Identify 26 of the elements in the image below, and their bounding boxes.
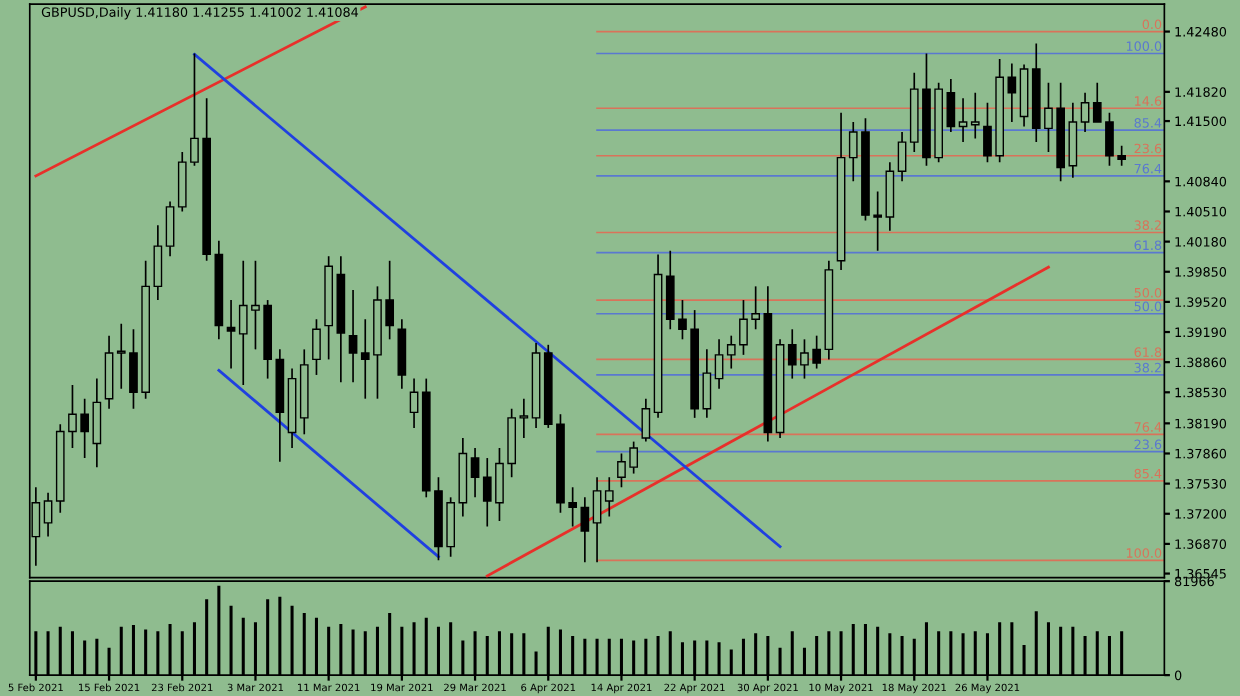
candlestick: [92, 377, 102, 469]
candlestick: [592, 476, 602, 563]
candlestick: [226, 299, 236, 370]
candlestick: [714, 338, 724, 390]
candlestick: [946, 78, 956, 133]
candlestick: [519, 397, 529, 439]
candlestick: [580, 496, 590, 563]
candlestick: [409, 377, 419, 429]
candlestick: [897, 131, 907, 183]
candlestick: [348, 289, 358, 384]
candlestick: [702, 348, 712, 419]
candlestick: [604, 476, 614, 518]
candlestick: [885, 161, 895, 232]
candlestick: [1080, 91, 1090, 133]
candlestick: [1068, 101, 1078, 179]
candlestick: [958, 97, 968, 143]
candlestick: [104, 334, 114, 410]
candlestick: [312, 318, 321, 376]
candlestick: [470, 447, 480, 499]
candlestick: [43, 491, 53, 538]
candlestick: [153, 224, 163, 301]
candlestick: [397, 318, 407, 390]
candlestick: [165, 200, 175, 258]
candlestick: [970, 91, 980, 140]
candlestick: [1019, 63, 1029, 128]
candlestick: [641, 397, 651, 443]
